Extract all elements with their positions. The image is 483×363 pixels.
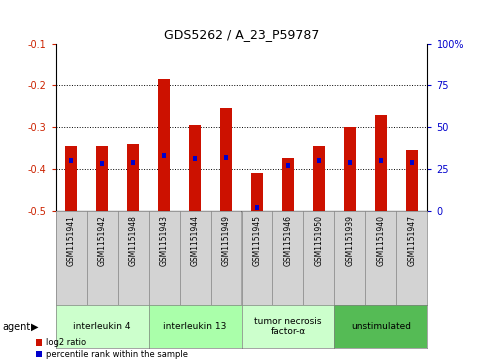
- Text: GSM1151939: GSM1151939: [345, 215, 355, 266]
- Bar: [96, 146, 108, 211]
- Text: GSM1151942: GSM1151942: [98, 215, 107, 266]
- Bar: [255, 205, 259, 210]
- Text: GSM1151943: GSM1151943: [159, 215, 169, 266]
- Text: GSM1151949: GSM1151949: [222, 215, 230, 266]
- Bar: [220, 108, 232, 211]
- Text: GSM1151945: GSM1151945: [253, 215, 261, 266]
- Bar: [162, 153, 166, 158]
- Text: GSM1151946: GSM1151946: [284, 215, 293, 266]
- Bar: [69, 158, 73, 163]
- Title: GDS5262 / A_23_P59787: GDS5262 / A_23_P59787: [164, 28, 319, 41]
- Bar: [99, 161, 104, 166]
- Bar: [285, 163, 290, 168]
- Text: agent: agent: [2, 322, 30, 332]
- Text: ▶: ▶: [31, 322, 39, 332]
- Text: GSM1151940: GSM1151940: [376, 215, 385, 266]
- Text: tumor necrosis
factor-α: tumor necrosis factor-α: [254, 317, 322, 337]
- Bar: [158, 79, 170, 211]
- Text: interleukin 13: interleukin 13: [163, 322, 227, 331]
- Bar: [131, 160, 135, 165]
- Bar: [410, 160, 414, 165]
- Bar: [65, 146, 77, 211]
- Text: GSM1151941: GSM1151941: [67, 215, 75, 266]
- Bar: [313, 146, 325, 211]
- Text: GSM1151944: GSM1151944: [190, 215, 199, 266]
- Bar: [251, 173, 263, 211]
- Text: interleukin 4: interleukin 4: [73, 322, 131, 331]
- Bar: [189, 125, 201, 211]
- Text: unstimulated: unstimulated: [351, 322, 411, 331]
- Legend: log2 ratio, percentile rank within the sample: log2 ratio, percentile rank within the s…: [36, 338, 187, 359]
- Bar: [127, 144, 139, 211]
- Text: GSM1151947: GSM1151947: [408, 215, 416, 266]
- Bar: [193, 156, 198, 161]
- Bar: [348, 160, 352, 165]
- Bar: [282, 158, 294, 211]
- Bar: [406, 150, 418, 211]
- Text: GSM1151948: GSM1151948: [128, 215, 138, 266]
- Bar: [379, 158, 384, 163]
- Text: GSM1151950: GSM1151950: [314, 215, 324, 266]
- Bar: [224, 155, 228, 160]
- Bar: [317, 158, 321, 163]
- Bar: [344, 127, 356, 211]
- Bar: [375, 115, 387, 211]
